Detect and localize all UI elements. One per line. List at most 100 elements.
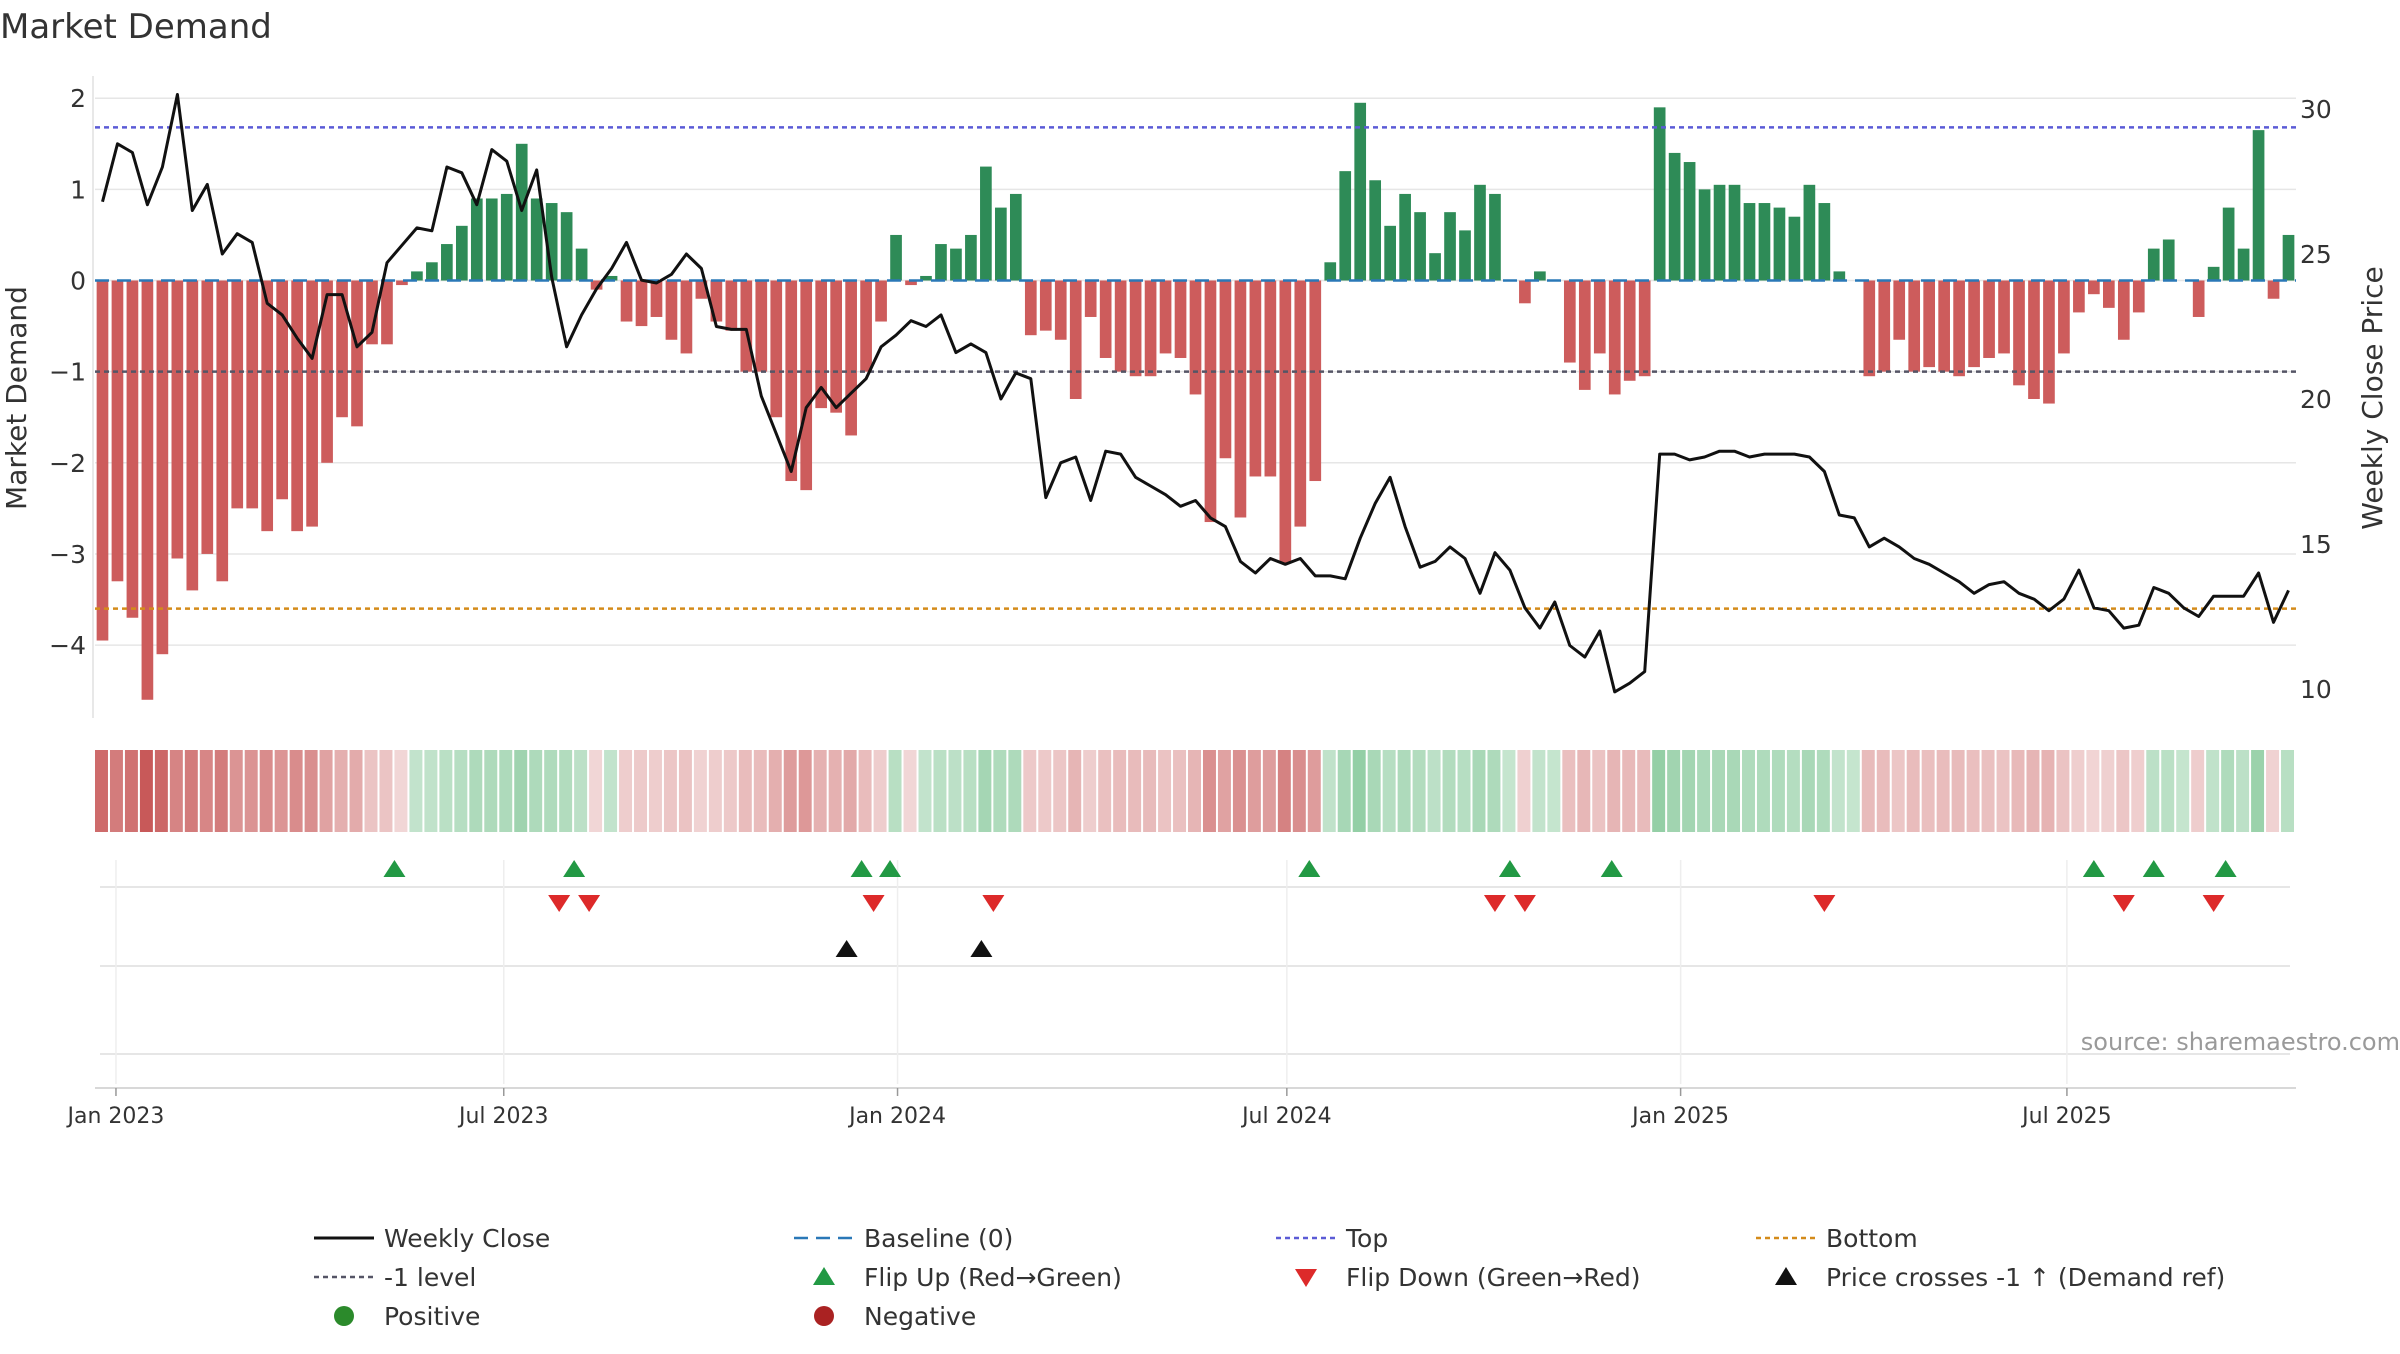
heat-cell	[2146, 750, 2160, 832]
demand-bar	[695, 280, 708, 299]
demand-bar	[1159, 280, 1172, 354]
heat-cell	[439, 750, 453, 832]
demand-bar	[366, 280, 378, 345]
demand-bar	[1908, 280, 1921, 372]
heat-cell	[154, 750, 168, 832]
y-tick-label: 2	[70, 84, 86, 113]
heat-cell	[1996, 750, 2010, 832]
y-tick-label: −2	[49, 449, 86, 478]
heat-cell	[1936, 750, 1950, 832]
demand-bar	[1788, 216, 1801, 281]
heat-cell	[304, 750, 318, 832]
heat-cell	[978, 750, 992, 832]
heat-cell	[1397, 750, 1411, 832]
demand-bar	[1923, 280, 1936, 368]
heat-cell	[289, 750, 303, 832]
demand-bar	[1369, 180, 1382, 281]
heat-cell	[424, 750, 438, 832]
heat-cell	[1038, 750, 1052, 832]
flip-down-marker	[2112, 895, 2135, 912]
demand-bar	[411, 271, 423, 281]
heat-cell	[1727, 750, 1741, 832]
demand-bar	[1204, 280, 1217, 523]
demand-bar	[2237, 248, 2250, 281]
demand-bar	[1354, 102, 1367, 281]
heat-cell	[1846, 750, 1860, 832]
demand-bar	[1189, 280, 1202, 395]
heat-cell	[1188, 750, 1201, 832]
demand-bar	[426, 262, 438, 281]
demand-bar	[1773, 207, 1786, 281]
y2-tick-label: 10	[2300, 675, 2332, 704]
demand-bar	[2043, 280, 2055, 404]
heat-cell	[1622, 750, 1636, 832]
demand-bar	[950, 248, 962, 281]
heat-cell	[95, 750, 108, 832]
y2-tick-label: 25	[2300, 240, 2332, 269]
demand-bar	[605, 275, 618, 281]
heat-cell	[1382, 750, 1396, 832]
demand-bar	[590, 280, 603, 290]
legend-label: Baseline (0)	[864, 1224, 1013, 1253]
flip-up-marker	[2142, 860, 2165, 877]
demand-bar	[2013, 280, 2025, 386]
demand-bar	[650, 280, 663, 317]
heat-cell	[1143, 750, 1157, 832]
demand-bar	[680, 280, 693, 354]
legend-label: Flip Down (Green→Red)	[1346, 1263, 1641, 1292]
demand-bar	[1833, 271, 1846, 281]
demand-bar	[156, 280, 169, 655]
heat-cell	[2071, 750, 2085, 832]
heat-cell	[619, 750, 633, 832]
heat-cell	[1906, 750, 1920, 832]
legend-item: Price crosses -1 ↑ (Demand ref)	[1775, 1263, 2225, 1292]
demand-bar	[1578, 280, 1591, 390]
demand-bar	[1219, 280, 1232, 459]
demand-bar	[1668, 152, 1681, 281]
demand-bar	[1399, 193, 1411, 281]
heat-cell	[214, 750, 228, 832]
demand-bar	[1683, 162, 1696, 281]
heat-cell	[1337, 750, 1351, 832]
chart-title: Market Demand	[0, 7, 272, 47]
demand-bar	[815, 280, 828, 409]
legend-swatch-triangle-up	[813, 1267, 835, 1285]
legend-label: Flip Up (Red→Green)	[864, 1263, 1122, 1292]
flip-down-marker	[1813, 895, 1836, 912]
demand-bar	[351, 280, 363, 427]
legend-swatch-triangle-down	[1295, 1269, 1317, 1287]
heat-cell	[753, 750, 767, 832]
demand-bar	[1309, 280, 1322, 482]
demand-bar	[1474, 184, 1486, 281]
flip-up-marker	[563, 860, 586, 877]
legend-item: Top	[1276, 1224, 1388, 1253]
demand-bar	[2267, 280, 2280, 299]
legend-item: Flip Up (Red→Green)	[813, 1263, 1122, 1292]
heat-cell	[184, 750, 198, 832]
price-cross-marker	[835, 940, 858, 957]
demand-bar	[141, 280, 154, 700]
heat-cell	[379, 750, 393, 832]
demand-bar	[1534, 271, 1546, 281]
heat-cell	[1068, 750, 1082, 832]
heat-cell	[1173, 750, 1187, 832]
demand-bar	[321, 280, 333, 463]
heat-cell	[2251, 750, 2265, 832]
heat-cell	[1457, 750, 1471, 832]
demand-bar	[2088, 280, 2100, 295]
heat-cell	[873, 750, 887, 832]
heat-cell	[2221, 750, 2235, 832]
demand-bar	[785, 280, 798, 482]
demand-bar	[186, 280, 199, 591]
legend-label: Top	[1345, 1224, 1388, 1253]
demand-bar	[2147, 248, 2160, 281]
x-tick-label: Jan 2023	[66, 1104, 165, 1129]
heat-cell	[2176, 750, 2190, 832]
demand-bar	[1878, 280, 1891, 372]
demand-bar	[1054, 280, 1067, 340]
demand-bar	[575, 248, 588, 281]
heat-cell	[738, 750, 752, 832]
demand-bar	[306, 280, 318, 527]
legend: Weekly Close Baseline (0) Top Bottom -1 leve…	[314, 1224, 2225, 1331]
